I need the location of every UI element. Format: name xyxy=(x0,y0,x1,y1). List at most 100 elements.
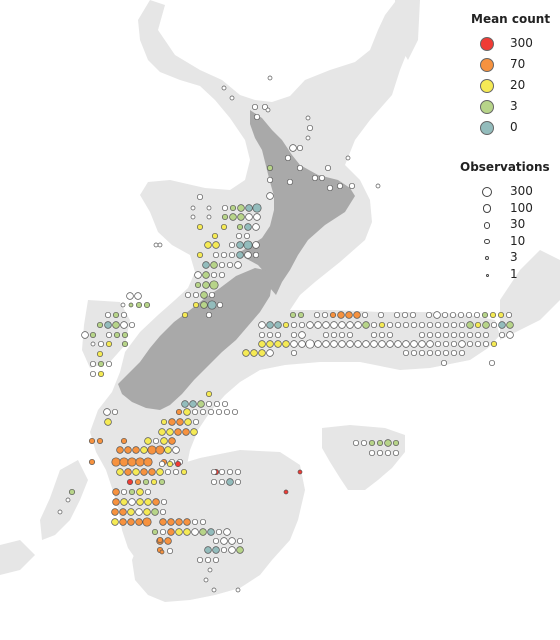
survey-marker xyxy=(306,124,314,132)
survey-marker xyxy=(318,174,326,182)
survey-marker xyxy=(211,587,217,593)
survey-marker xyxy=(236,241,244,249)
survey-marker xyxy=(144,437,152,445)
survey-marker xyxy=(296,164,304,172)
survey-marker xyxy=(362,340,370,348)
survey-marker xyxy=(148,468,156,476)
survey-marker xyxy=(155,445,165,455)
survey-marker xyxy=(245,204,253,212)
survey-marker xyxy=(353,311,361,319)
survey-marker xyxy=(97,360,105,368)
survey-marker xyxy=(135,301,143,309)
survey-marker xyxy=(96,437,104,445)
survey-marker xyxy=(236,546,244,554)
survey-marker xyxy=(112,488,120,496)
legend-mean-count: Mean count 300 70 20 3 0 xyxy=(456,10,560,140)
survey-marker xyxy=(175,408,183,416)
survey-marker xyxy=(112,498,120,506)
survey-marker xyxy=(336,182,344,190)
survey-marker xyxy=(89,331,97,339)
survey-marker xyxy=(57,509,63,515)
legend-observations-circle xyxy=(483,221,491,229)
survey-marker xyxy=(418,331,426,339)
survey-marker xyxy=(426,331,434,339)
survey-marker xyxy=(368,439,376,447)
survey-markers xyxy=(57,75,514,593)
survey-marker xyxy=(286,178,294,186)
survey-marker xyxy=(211,232,219,240)
survey-marker xyxy=(450,331,458,339)
survey-marker xyxy=(164,446,172,454)
survey-marker xyxy=(132,446,140,454)
survey-marker xyxy=(128,302,134,308)
survey-marker xyxy=(218,271,226,279)
legend-observations-label: 100 xyxy=(510,200,533,215)
legend-mean-count-title: Mean count xyxy=(471,12,551,26)
survey-marker xyxy=(348,182,356,190)
survey-marker xyxy=(266,340,274,348)
survey-marker xyxy=(218,468,226,476)
legend-mean-count-swatch xyxy=(480,121,494,135)
survey-marker xyxy=(229,95,235,101)
survey-marker xyxy=(166,460,174,468)
survey-marker xyxy=(111,408,119,416)
legend-observations-label: 3 xyxy=(510,250,518,265)
survey-marker xyxy=(313,311,321,319)
survey-marker xyxy=(210,261,218,269)
survey-marker xyxy=(234,468,242,476)
survey-marker xyxy=(121,340,129,348)
legend-observations-label: 1 xyxy=(510,267,518,281)
survey-marker xyxy=(376,449,384,457)
survey-marker xyxy=(160,418,168,426)
legend-mean-count-label: 300 xyxy=(510,36,533,50)
survey-marker xyxy=(362,321,370,329)
survey-marker xyxy=(235,232,243,240)
survey-marker xyxy=(434,349,442,357)
survey-marker xyxy=(252,223,260,231)
survey-marker xyxy=(126,478,134,486)
survey-marker xyxy=(482,321,490,329)
survey-marker xyxy=(127,508,135,516)
survey-marker xyxy=(142,517,152,527)
survey-marker xyxy=(482,340,490,348)
survey-marker xyxy=(322,331,330,339)
survey-marker xyxy=(466,340,474,348)
survey-marker xyxy=(120,321,128,329)
survey-marker xyxy=(253,213,261,221)
survey-marker xyxy=(119,457,129,467)
survey-marker xyxy=(221,204,229,212)
survey-marker xyxy=(172,468,180,476)
survey-marker xyxy=(433,311,441,319)
survey-marker xyxy=(229,213,237,221)
survey-marker xyxy=(506,321,514,329)
survey-marker xyxy=(394,321,402,329)
survey-marker xyxy=(228,251,236,259)
survey-marker xyxy=(183,408,191,416)
survey-marker xyxy=(121,331,129,339)
survey-marker xyxy=(258,321,266,329)
survey-marker xyxy=(296,144,304,152)
survey-marker xyxy=(156,536,164,544)
survey-marker xyxy=(361,311,369,319)
survey-marker xyxy=(220,251,228,259)
survey-marker xyxy=(489,311,497,319)
survey-marker xyxy=(352,439,360,447)
survey-marker xyxy=(202,271,210,279)
survey-marker xyxy=(330,321,338,329)
survey-marker xyxy=(212,537,220,545)
survey-marker xyxy=(127,457,137,467)
survey-marker xyxy=(210,468,218,476)
survey-marker xyxy=(252,203,262,213)
survey-marker xyxy=(458,331,466,339)
survey-marker xyxy=(329,311,337,319)
survey-marker xyxy=(192,301,200,309)
survey-marker xyxy=(120,488,128,496)
survey-marker xyxy=(418,321,426,329)
survey-marker xyxy=(458,340,466,348)
survey-marker xyxy=(425,311,433,319)
survey-marker xyxy=(226,478,234,486)
survey-marker xyxy=(498,331,506,339)
survey-marker xyxy=(345,311,353,319)
